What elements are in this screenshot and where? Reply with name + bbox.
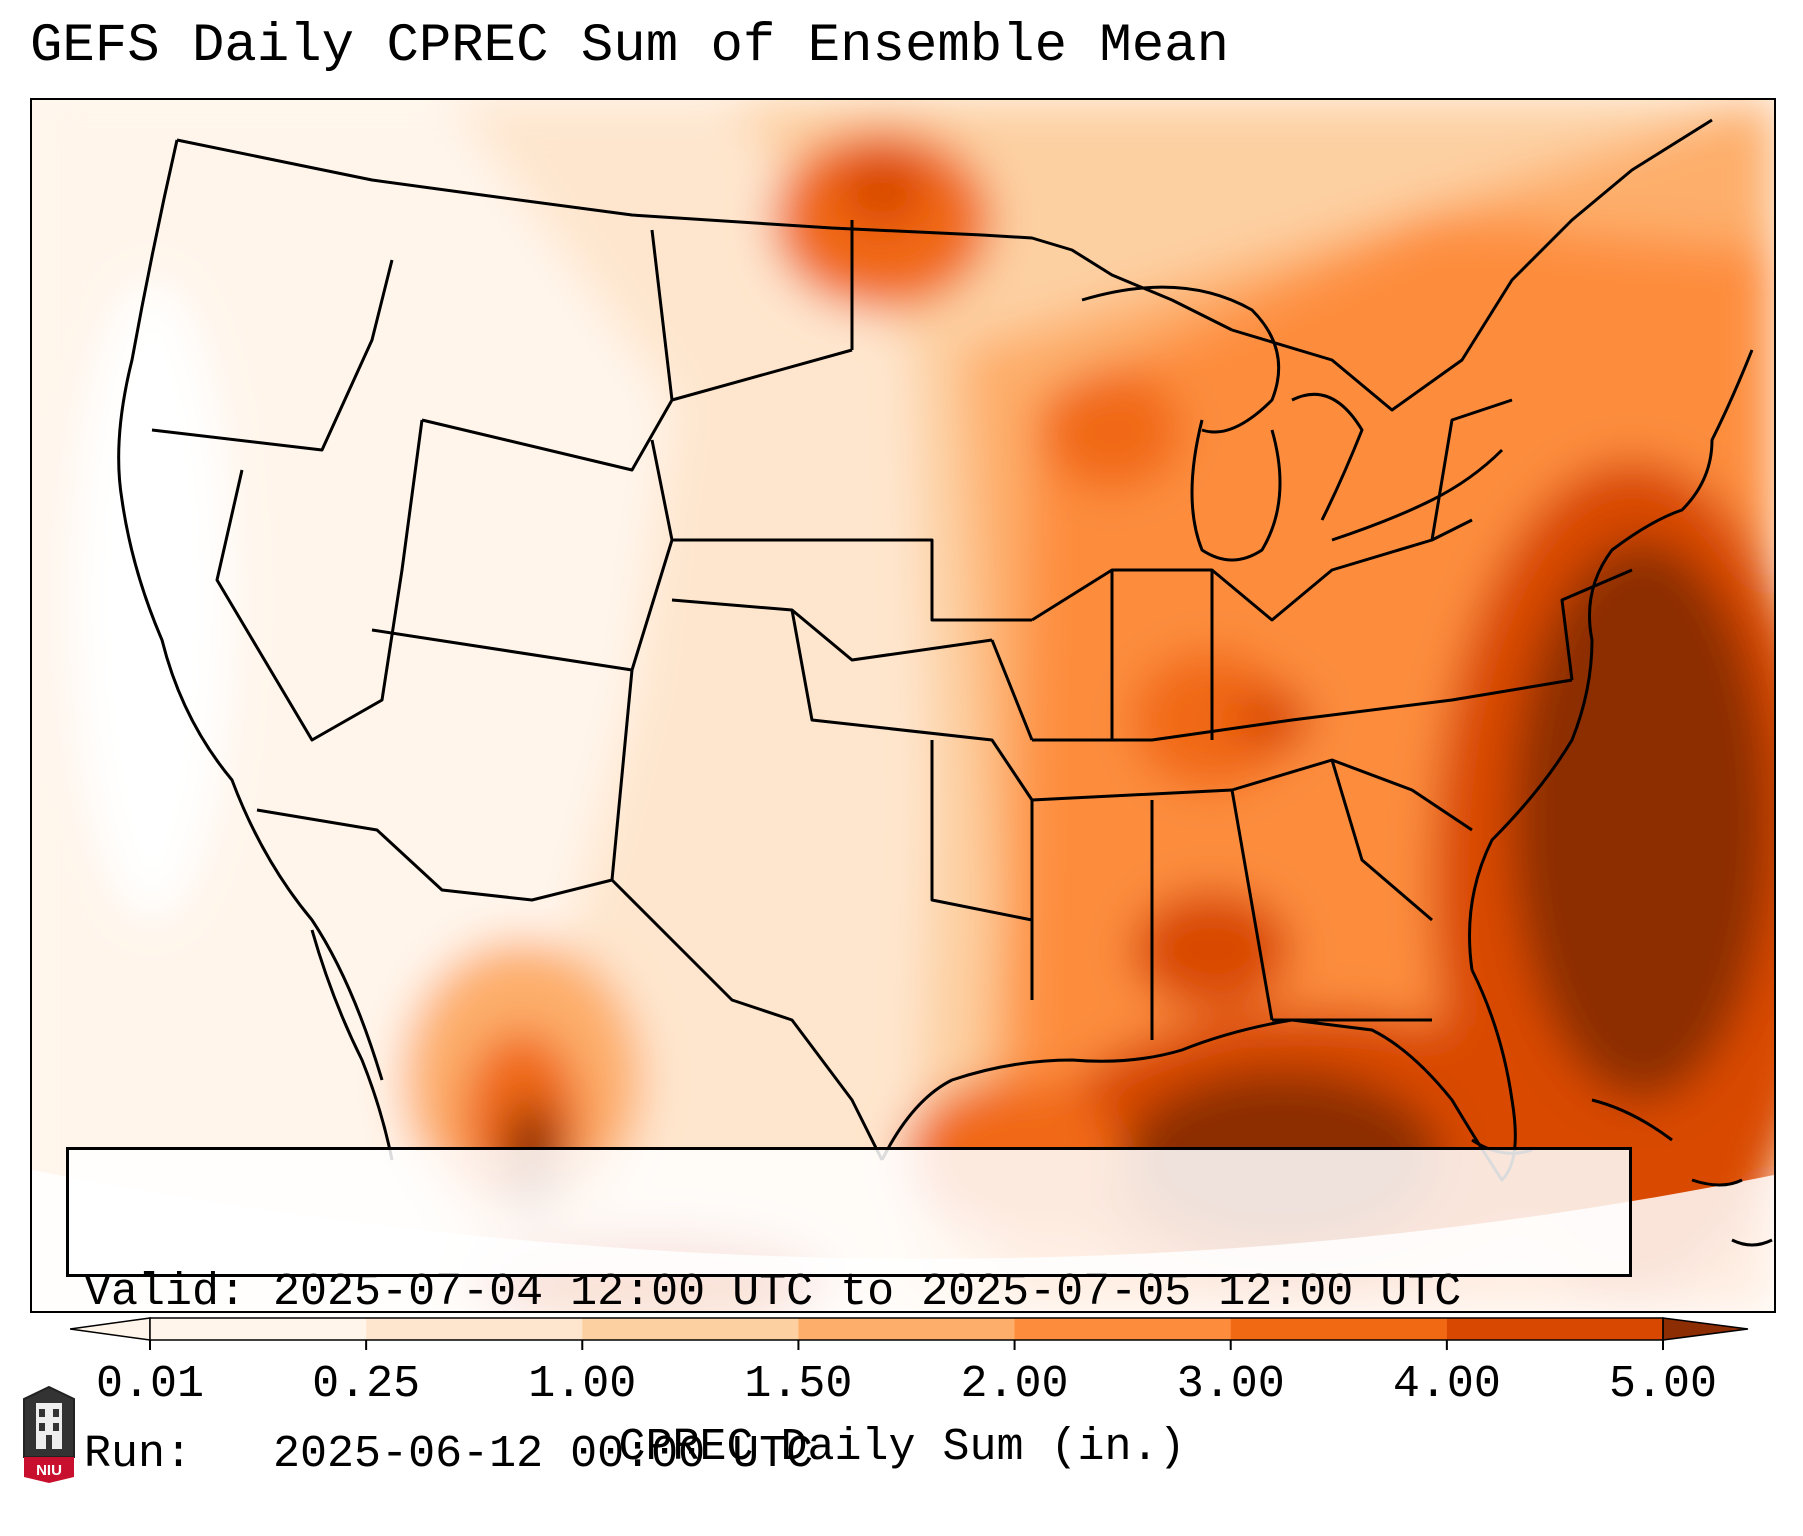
colorbar	[70, 1317, 1749, 1350]
colorbar-tick-label: 4.00	[1392, 1359, 1501, 1410]
valid-value: 2025-07-04 12:00 UTC to 2025-07-05 12:00…	[273, 1267, 1462, 1318]
run-value: 2025-06-12 00:00 UTC	[273, 1429, 814, 1480]
valid-line: Valid: 2025-07-04 12:00 UTC to 2025-07-0…	[84, 1266, 1629, 1320]
university-tower-icon: NIU	[23, 1385, 75, 1483]
colorbar-label: CPREC Daily Sum (in.)	[618, 1422, 1186, 1473]
colorbar-segment	[150, 1318, 367, 1340]
colorbar-segment	[582, 1318, 799, 1340]
colorbar-segment	[1230, 1318, 1448, 1340]
colorbar-tick-label: 3.00	[1176, 1359, 1285, 1410]
colorbar-extend-high	[1662, 1317, 1749, 1341]
colorbar-extend-low	[70, 1317, 151, 1341]
colorbar-tick-label: 5.00	[1608, 1359, 1718, 1410]
logo-text: NIU	[36, 1462, 62, 1479]
run-line: Run: 2025-06-12 00:00 UTC	[84, 1428, 1629, 1482]
map-frame	[30, 98, 1776, 1313]
colorbar-segment	[1446, 1318, 1664, 1340]
map-title: GEFS Daily CPREC Sum of Ensemble Mean	[30, 16, 1229, 77]
colorbar-tick-label: 1.00	[528, 1359, 637, 1410]
colorbar-tick-label: 0.01	[95, 1359, 205, 1410]
colorbar-tick-label: 1.50	[744, 1359, 853, 1410]
colorbar-tick-label: 2.00	[960, 1359, 1069, 1410]
colorbar-segment	[366, 1318, 583, 1340]
precipitation-map	[32, 100, 1774, 1311]
colorbar-tick-label: 0.25	[312, 1359, 421, 1410]
boundary-lines	[117, 118, 1754, 1182]
colorbar-segment	[1014, 1318, 1232, 1340]
valid-run-info-box: Valid: 2025-07-04 12:00 UTC to 2025-07-0…	[66, 1147, 1632, 1480]
colorbar-segment	[798, 1318, 1016, 1340]
colorbar-outline	[149, 1317, 1664, 1341]
run-label: Run:	[84, 1429, 193, 1480]
valid-label: Valid:	[84, 1267, 247, 1318]
